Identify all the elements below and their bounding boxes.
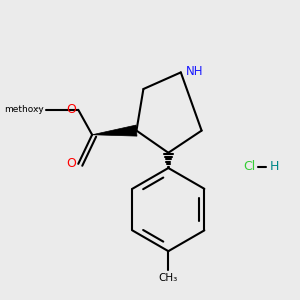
Text: methoxy: methoxy bbox=[38, 108, 44, 109]
Text: CH₃: CH₃ bbox=[159, 273, 178, 283]
Text: NH: NH bbox=[186, 64, 204, 77]
Text: methoxy: methoxy bbox=[4, 105, 44, 114]
Text: Cl: Cl bbox=[243, 160, 255, 173]
Text: H: H bbox=[269, 160, 279, 173]
Polygon shape bbox=[92, 125, 137, 136]
Text: O: O bbox=[66, 103, 76, 116]
Text: O: O bbox=[66, 158, 76, 170]
